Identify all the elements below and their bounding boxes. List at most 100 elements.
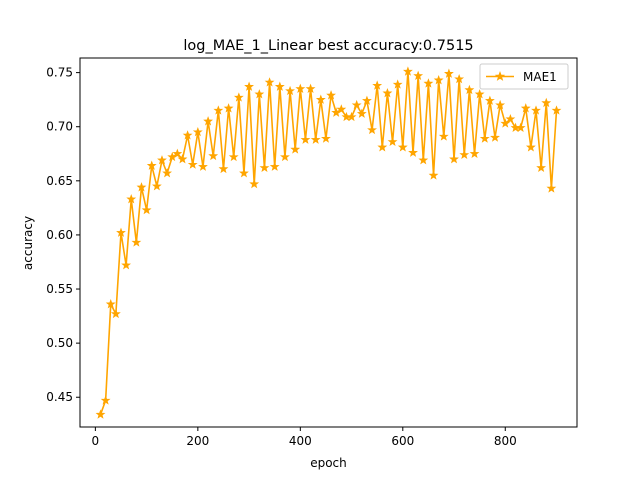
data-point xyxy=(315,94,326,104)
data-point xyxy=(157,155,167,165)
data-point xyxy=(131,237,142,247)
data-point xyxy=(428,170,439,180)
data-point xyxy=(433,75,444,85)
data-point xyxy=(121,260,132,270)
data-point xyxy=(397,142,408,152)
y-axis-label: accuracy xyxy=(21,216,35,270)
data-point xyxy=(392,79,403,89)
data-point xyxy=(495,99,506,110)
data-point xyxy=(233,92,244,102)
x-tick-label: 800 xyxy=(494,434,517,448)
data-point xyxy=(536,162,547,173)
data-point xyxy=(326,90,336,100)
data-point xyxy=(136,182,147,192)
y-tick-label: 0.45 xyxy=(46,390,73,404)
data-point xyxy=(192,126,203,137)
data-point xyxy=(208,150,219,161)
data-point xyxy=(459,149,470,160)
data-point xyxy=(259,162,270,173)
data-point xyxy=(418,155,429,165)
data-point xyxy=(187,159,198,169)
data-point xyxy=(105,299,116,309)
data-point xyxy=(449,154,459,164)
y-tick-label: 0.55 xyxy=(46,282,73,296)
x-axis: 0 200 400 600 800 xyxy=(92,427,517,448)
x-tick-label: 0 xyxy=(92,434,100,448)
data-point xyxy=(218,163,229,174)
y-tick-label: 0.75 xyxy=(46,66,73,80)
data-point xyxy=(356,108,367,118)
data-point xyxy=(249,178,260,189)
data-point xyxy=(546,183,557,193)
data-point xyxy=(110,308,121,319)
x-tick-label: 600 xyxy=(391,434,414,448)
data-point xyxy=(126,194,137,204)
data-point xyxy=(146,160,157,170)
data-point xyxy=(223,103,234,113)
legend-marker xyxy=(494,71,506,81)
data-point xyxy=(403,66,413,76)
data-point xyxy=(269,161,280,171)
data-point xyxy=(484,95,495,105)
legend: MAE1 xyxy=(479,63,569,90)
data-point xyxy=(116,227,126,237)
data-point xyxy=(531,105,541,115)
data-point xyxy=(280,151,290,162)
x-tick-label: 400 xyxy=(289,434,312,448)
data-point xyxy=(162,168,173,178)
data-point xyxy=(423,78,434,88)
data-point xyxy=(367,124,377,135)
y-tick-label: 0.60 xyxy=(46,228,73,242)
data-point xyxy=(254,89,265,99)
data-point xyxy=(474,89,485,99)
data-point xyxy=(274,81,285,91)
data-point xyxy=(505,113,516,124)
data-point xyxy=(454,73,465,84)
data-point xyxy=(285,85,295,96)
data-point xyxy=(182,130,193,140)
data-point xyxy=(515,122,526,132)
data-point xyxy=(172,148,183,158)
data-point xyxy=(228,151,239,162)
data-point xyxy=(310,134,321,144)
data-point xyxy=(95,409,106,419)
data-point xyxy=(438,131,449,141)
data-point xyxy=(239,168,249,178)
data-point xyxy=(372,80,383,90)
legend-label: MAE1 xyxy=(523,70,557,84)
data-point xyxy=(336,104,347,114)
data-point xyxy=(525,142,536,152)
data-point xyxy=(551,105,562,115)
y-tick-label: 0.65 xyxy=(46,174,73,188)
series-layer xyxy=(95,66,562,419)
data-point xyxy=(177,154,188,164)
data-point xyxy=(346,111,357,122)
data-point xyxy=(408,147,418,157)
data-point xyxy=(490,132,500,142)
data-point xyxy=(362,95,372,105)
data-point xyxy=(321,133,331,143)
legend-frame xyxy=(479,63,569,90)
data-point xyxy=(469,148,480,158)
data-point xyxy=(541,97,552,108)
data-point xyxy=(151,181,162,191)
chart-title: log_MAE_1_Linear best accuracy:0.7515 xyxy=(183,38,473,54)
data-point xyxy=(413,70,424,81)
y-tick-label: 0.50 xyxy=(46,336,73,350)
data-point xyxy=(203,116,213,126)
data-point xyxy=(295,83,306,94)
data-point xyxy=(305,83,316,94)
data-point xyxy=(444,68,454,78)
data-point xyxy=(100,395,111,405)
y-axis: 0.45 0.50 0.55 0.60 0.65 0.70 0.75 xyxy=(46,66,80,404)
data-point xyxy=(264,77,275,87)
data-point xyxy=(198,161,208,171)
data-point xyxy=(387,136,398,147)
data-point xyxy=(479,133,490,143)
data-point xyxy=(382,88,393,98)
data-point xyxy=(244,81,254,91)
data-point xyxy=(213,105,224,115)
y-tick-label: 0.70 xyxy=(46,120,73,134)
data-point xyxy=(300,134,311,144)
